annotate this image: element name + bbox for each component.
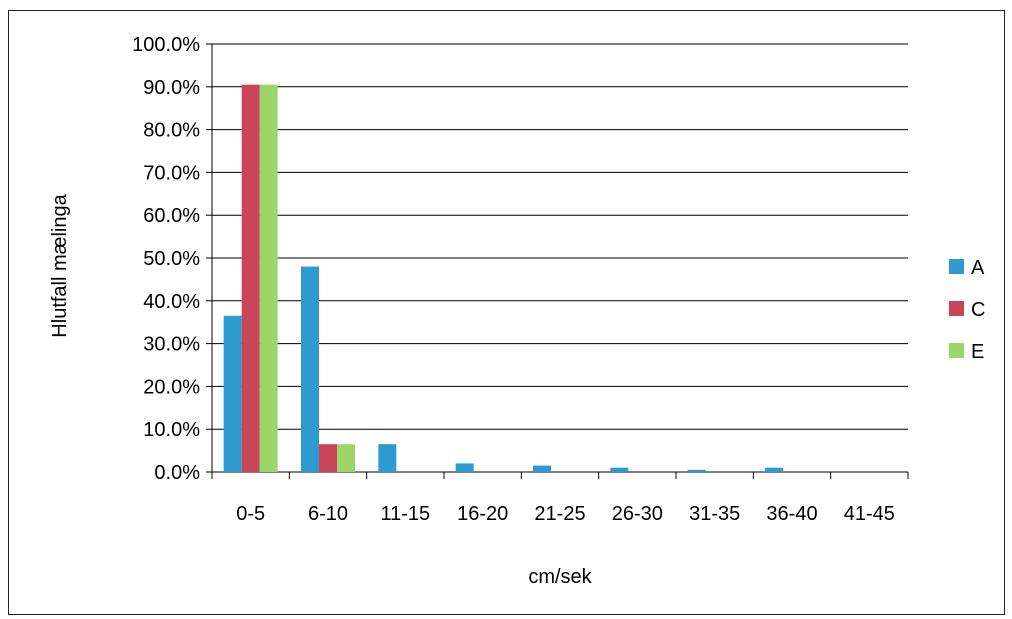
bar-A-0-5 — [223, 315, 242, 472]
bar-E-6-10 — [337, 444, 355, 472]
bar-chart: 0.0% 10.0% 20.0% 30.0% 40.0% 50.0% 60.0% 70.0% 8… — [49, 34, 985, 588]
x-tick-label: 31-35 — [689, 503, 740, 525]
bar-A-11-15 — [378, 444, 397, 472]
y-tick-label: 0.0% — [154, 462, 200, 484]
bars — [223, 84, 783, 472]
bar-A-21-25 — [533, 465, 551, 472]
y-tick-label: 30.0% — [143, 334, 200, 356]
y-tick-label: 20.0% — [143, 376, 200, 398]
gridlines — [206, 43, 908, 473]
legend-label-A: A — [971, 257, 985, 279]
x-tick-label: 26-30 — [612, 503, 663, 525]
y-tick-label: 50.0% — [143, 248, 200, 270]
legend-swatch-E — [949, 343, 964, 358]
x-tick-label: 36-40 — [766, 503, 817, 525]
x-tick-labels: 0-5 6-10 11-15 16-20 21-25 26-30 31-35 36-40 41-… — [236, 503, 895, 525]
x-tick-label: 41-45 — [844, 503, 895, 525]
bar-A-31-35 — [687, 469, 706, 472]
bar-A-6-10 — [301, 266, 319, 472]
y-axis-title: Hlutfall mælinga — [49, 193, 71, 337]
legend: ACE — [949, 257, 985, 363]
legend-swatch-A — [949, 259, 964, 274]
legend-label-C: C — [971, 299, 985, 321]
chart-frame: 0.0% 10.0% 20.0% 30.0% 40.0% 50.0% 60.0% 70.0% 8… — [8, 10, 1005, 615]
x-tick-label: 16-20 — [457, 503, 508, 525]
legend-label-E: E — [971, 341, 984, 363]
x-tick-label: 6-10 — [308, 503, 348, 525]
y-tick-label: 70.0% — [143, 162, 200, 184]
axes — [211, 44, 909, 479]
legend-swatch-C — [949, 301, 964, 316]
y-tick-label: 100.0% — [132, 34, 200, 56]
bar-A-26-30 — [610, 467, 629, 472]
bar-E-0-5 — [259, 84, 278, 472]
y-tick-label: 10.0% — [143, 419, 200, 441]
x-tick-label: 0-5 — [236, 503, 265, 525]
y-tick-label: 80.0% — [143, 120, 200, 142]
y-tick-labels: 0.0% 10.0% 20.0% 30.0% 40.0% 50.0% 60.0% 70.0% 8… — [132, 34, 200, 484]
bar-C-6-10 — [319, 444, 337, 472]
x-tick-label: 21-25 — [534, 503, 585, 525]
y-tick-label: 60.0% — [143, 205, 200, 227]
bar-A-16-20 — [455, 463, 474, 472]
x-tick-label: 11-15 — [380, 503, 430, 525]
bar-A-36-40 — [765, 467, 783, 472]
bar-C-0-5 — [241, 84, 260, 472]
y-tick-label: 90.0% — [143, 77, 200, 99]
y-tick-label: 40.0% — [143, 291, 200, 313]
x-axis-title: cm/sek — [528, 566, 592, 588]
